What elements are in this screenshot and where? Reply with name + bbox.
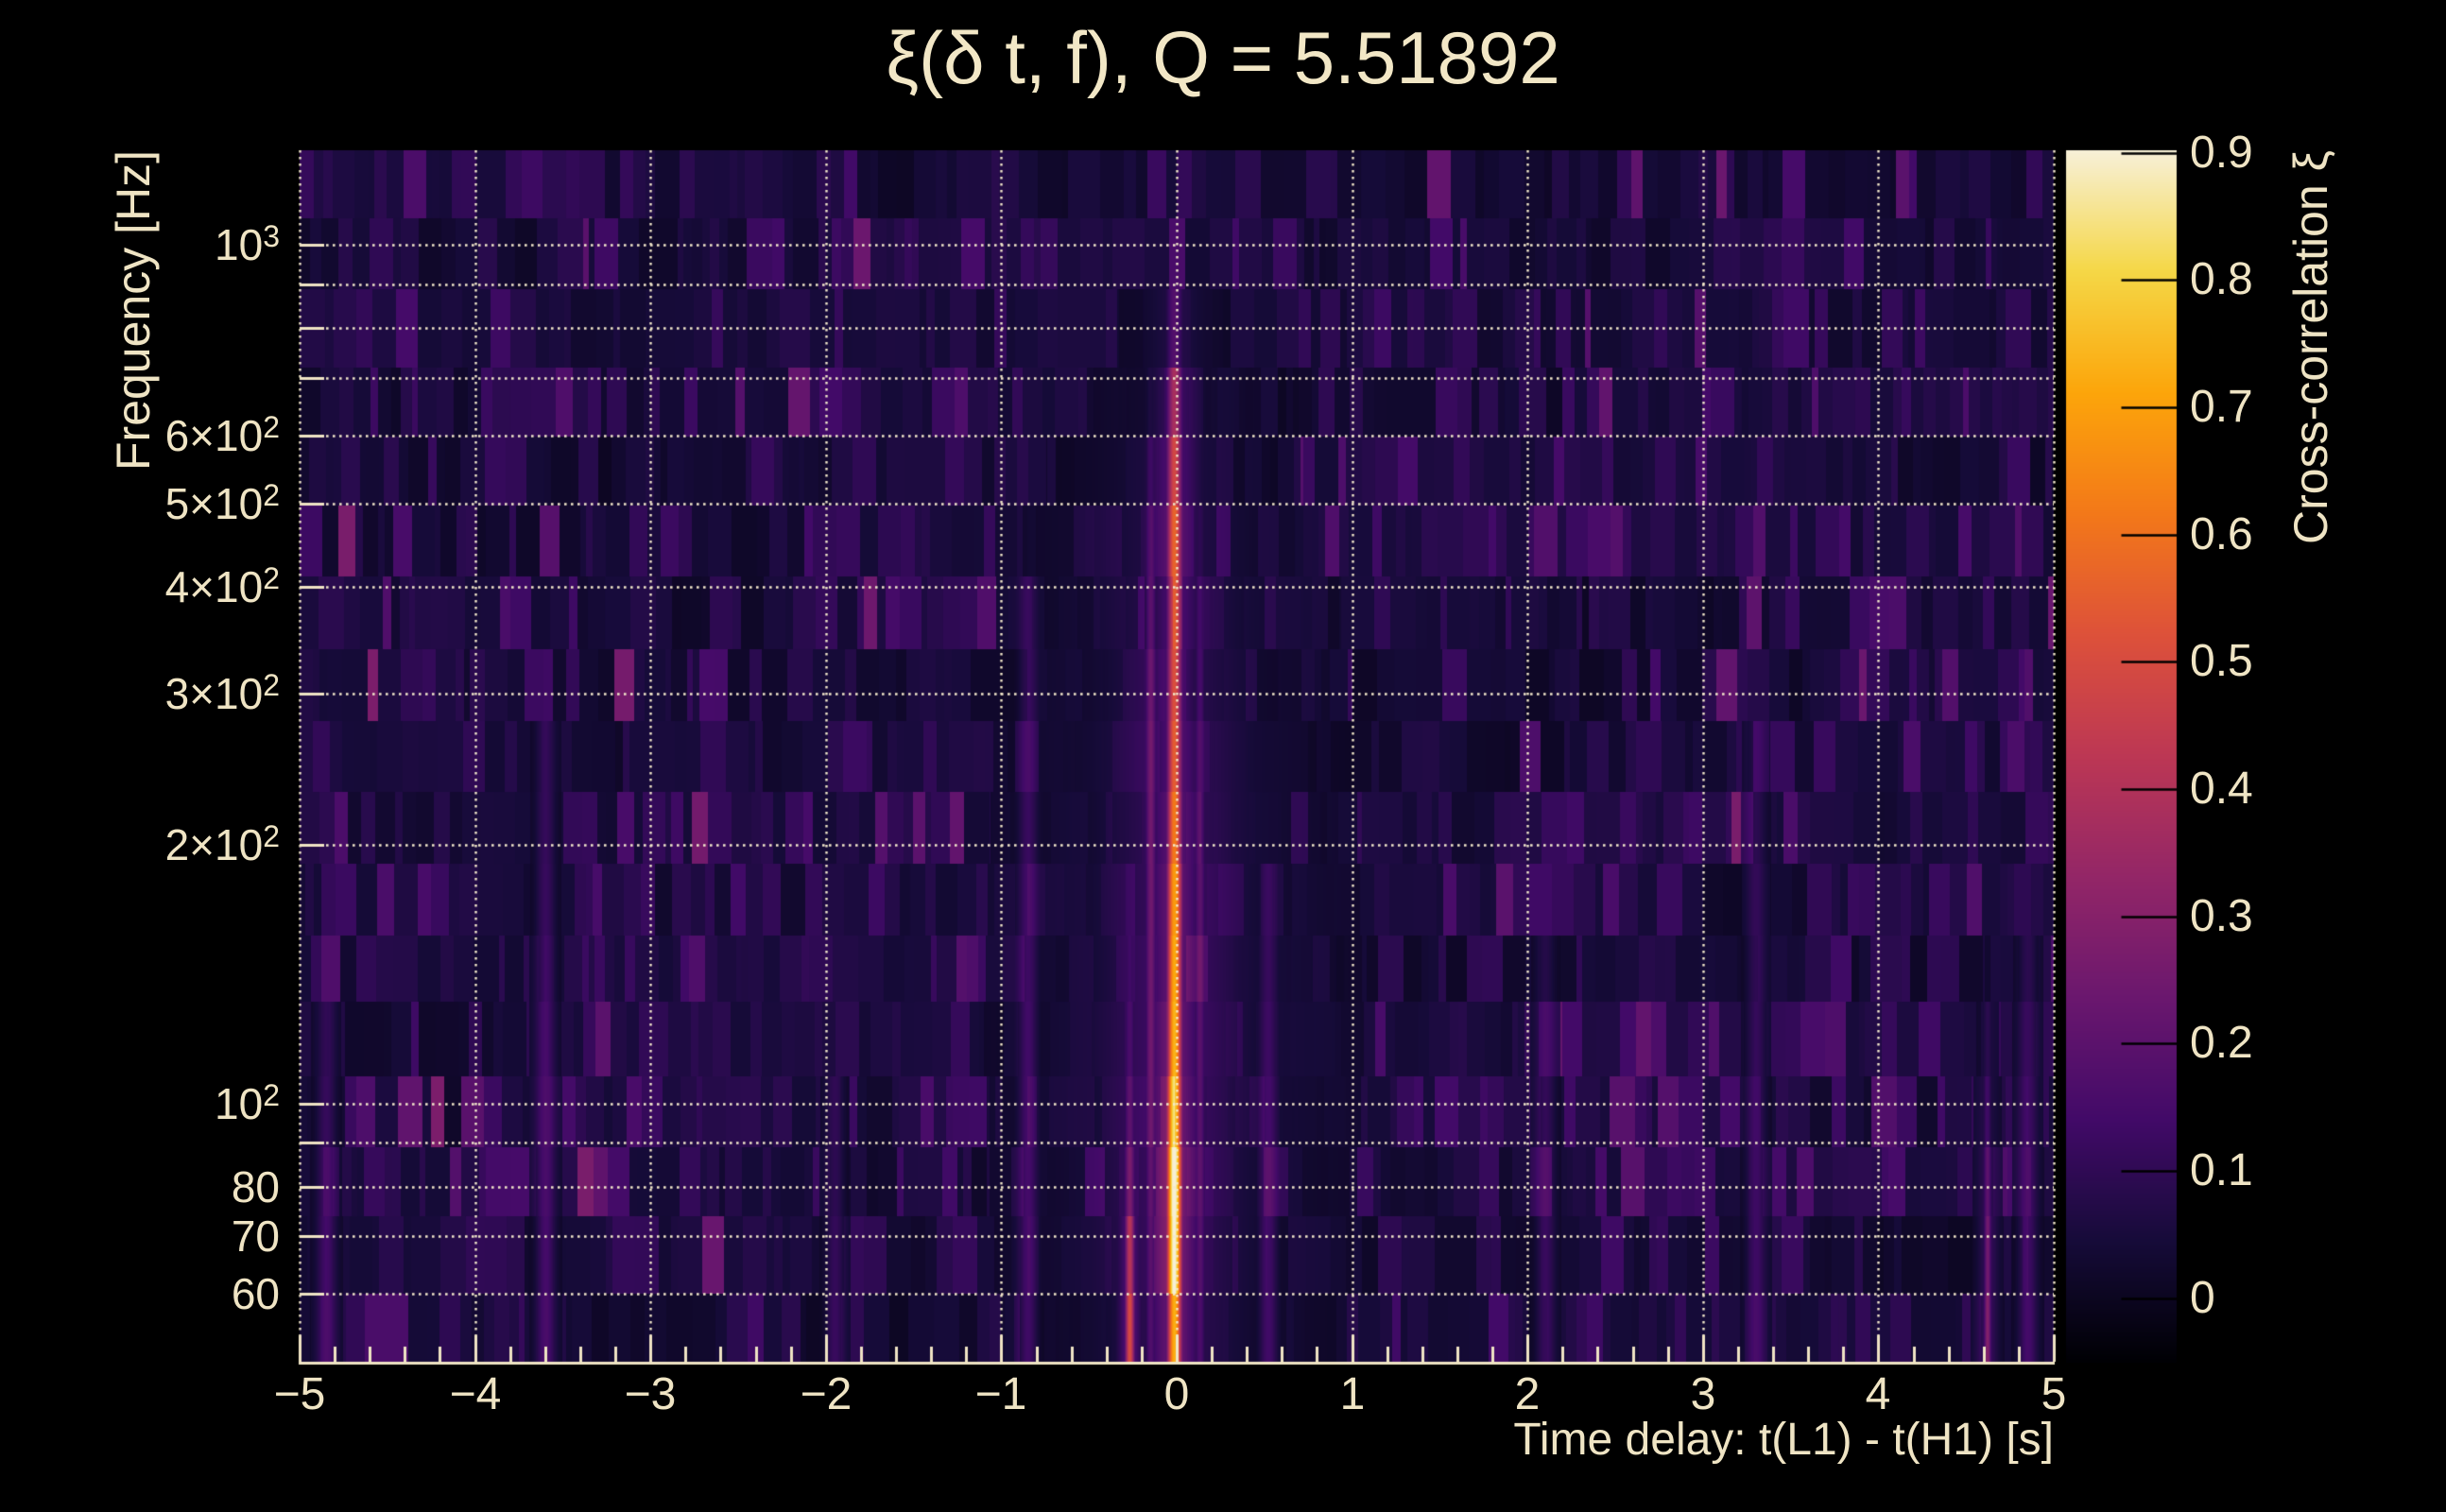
y-tick-label: 3×102 xyxy=(164,668,280,718)
x-tick-label: 3 xyxy=(1690,1369,1716,1419)
x-tick-label: 1 xyxy=(1339,1369,1366,1419)
colorbar-tick-label: 0.8 xyxy=(2190,254,2253,304)
colorbar-title: Cross-correlation ξ xyxy=(2284,150,2337,544)
x-tick-label: −4 xyxy=(449,1369,502,1419)
y-tick-label: 80 xyxy=(231,1162,280,1211)
x-tick-label: −3 xyxy=(624,1369,677,1419)
colorbar-tick-label: 0.5 xyxy=(2190,636,2253,686)
colorbar-tick-label: 0.3 xyxy=(2190,891,2253,941)
colorbar-tick-label: 0.2 xyxy=(2190,1018,2253,1068)
x-tick-label: 2 xyxy=(1514,1369,1541,1419)
y-tick-label: 60 xyxy=(231,1269,280,1318)
x-tick-label: −5 xyxy=(273,1369,326,1419)
colorbar-tick-label: 0.4 xyxy=(2190,764,2253,814)
y-tick-label: 6×102 xyxy=(164,410,280,460)
colorbar-tick-label: 0.9 xyxy=(2190,128,2253,178)
x-tick-label: −1 xyxy=(974,1369,1027,1419)
y-tick-label: 103 xyxy=(215,219,280,269)
x-tick-label: 0 xyxy=(1163,1369,1190,1419)
x-tick-label: 4 xyxy=(1865,1369,1891,1419)
y-tick-label: 5×102 xyxy=(164,478,280,528)
y-tick-label: 2×102 xyxy=(164,819,280,869)
x-tick-label: 5 xyxy=(2041,1369,2067,1419)
x-axis-title: Time delay: t(L1) - t(H1) [s] xyxy=(1513,1415,2054,1465)
y-tick-label: 70 xyxy=(231,1211,280,1261)
colorbar-tick-label: 0.6 xyxy=(2190,509,2253,559)
colorbar-tick-label: 0.7 xyxy=(2190,382,2253,432)
y-tick-label: 102 xyxy=(215,1078,280,1128)
colorbar-tick-label: 0 xyxy=(2190,1273,2215,1323)
colorbar-tick-label: 0.1 xyxy=(2190,1145,2253,1195)
y-tick-label: 4×102 xyxy=(164,561,280,611)
chart-title: ξ(δ t, f), Q = 5.51892 xyxy=(886,16,1560,99)
x-tick-label: −2 xyxy=(800,1369,853,1419)
